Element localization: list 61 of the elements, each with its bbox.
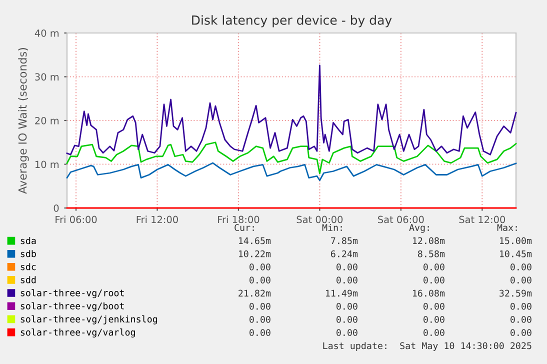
text: 0.00 <box>510 302 532 310</box>
text: 0.00 <box>424 264 444 270</box>
text: 0.00 <box>336 302 358 310</box>
text: 0.00 <box>336 329 358 336</box>
y-axis-title: Average IO Wait (seconds) <box>18 48 29 194</box>
text: 0.00 <box>510 264 532 270</box>
text: 0.00 <box>510 329 532 336</box>
text: 7.85m <box>331 237 358 244</box>
text: Last update: Sat May 10 14:30:00 2025 <box>323 342 532 351</box>
x-tick-label: Fri 06:00 <box>56 216 97 224</box>
text: 0.00 <box>424 316 444 323</box>
text: Cur: <box>234 224 254 232</box>
text: 10.22m <box>238 250 271 258</box>
line-series <box>66 64 517 156</box>
text: 12.08m <box>412 237 445 244</box>
legend-label: sdc <box>20 263 36 270</box>
legend-label: solar-three-vg/jenkinslog <box>20 315 158 324</box>
y-tick-label: 30 m <box>35 73 59 81</box>
text: 0.00 <box>250 264 270 270</box>
text: 14.65m <box>238 237 271 244</box>
text: 0.00 <box>250 302 270 310</box>
text: 0.00 <box>424 302 444 310</box>
text: Avg: <box>409 224 429 233</box>
x-tick-label: Sat 12:00 <box>459 216 506 224</box>
legend-label: solar-three-vg/root <box>20 289 124 298</box>
line-series <box>66 142 517 174</box>
text: 0.00 <box>424 276 444 284</box>
x-tick-label: Fri 12:00 <box>136 216 178 224</box>
chart-title: Disk latency per device - by day <box>192 15 392 28</box>
line-series <box>66 162 517 182</box>
text: Min: <box>322 224 342 231</box>
text: 32.59m <box>500 290 532 297</box>
y-tick-label: 10 m <box>36 160 59 168</box>
x-tick-label: Sat 06:00 <box>378 216 424 224</box>
y-tick-label: 0 <box>54 204 59 212</box>
text: 0.00 <box>250 329 270 336</box>
text: 10.45m <box>500 250 532 258</box>
text: 11.49m <box>326 290 358 297</box>
text: Max: <box>497 224 517 232</box>
text: 21.82m <box>238 290 271 297</box>
legend-label: solar-three-vg/varlog <box>20 328 135 338</box>
text: 0.00 <box>250 316 270 323</box>
text: 0.00 <box>510 316 532 323</box>
text: 0.00 <box>424 329 444 336</box>
x-tick-label: Sat 00:00 <box>296 216 343 224</box>
legend-label: solar-three-vg/boot <box>20 302 124 312</box>
x-tick-label: Fri 18:00 <box>218 216 260 224</box>
text: 8.58m <box>418 250 445 258</box>
text: 15.00m <box>500 237 532 244</box>
text: 0.00 <box>250 276 270 284</box>
legend-label: sda <box>20 237 36 244</box>
y-tick-label: 40 m <box>34 29 59 37</box>
legend-label: sdb <box>20 250 36 258</box>
text: 0.00 <box>336 264 358 270</box>
text: 0.00 <box>336 316 358 323</box>
legend-label: sdd <box>20 276 36 284</box>
text: 6.24m <box>331 250 358 258</box>
text: 0.00 <box>510 276 532 284</box>
y-tick-label: 20 m <box>35 116 59 124</box>
text: 16.08m <box>412 290 445 297</box>
text: 0.00 <box>336 276 358 284</box>
